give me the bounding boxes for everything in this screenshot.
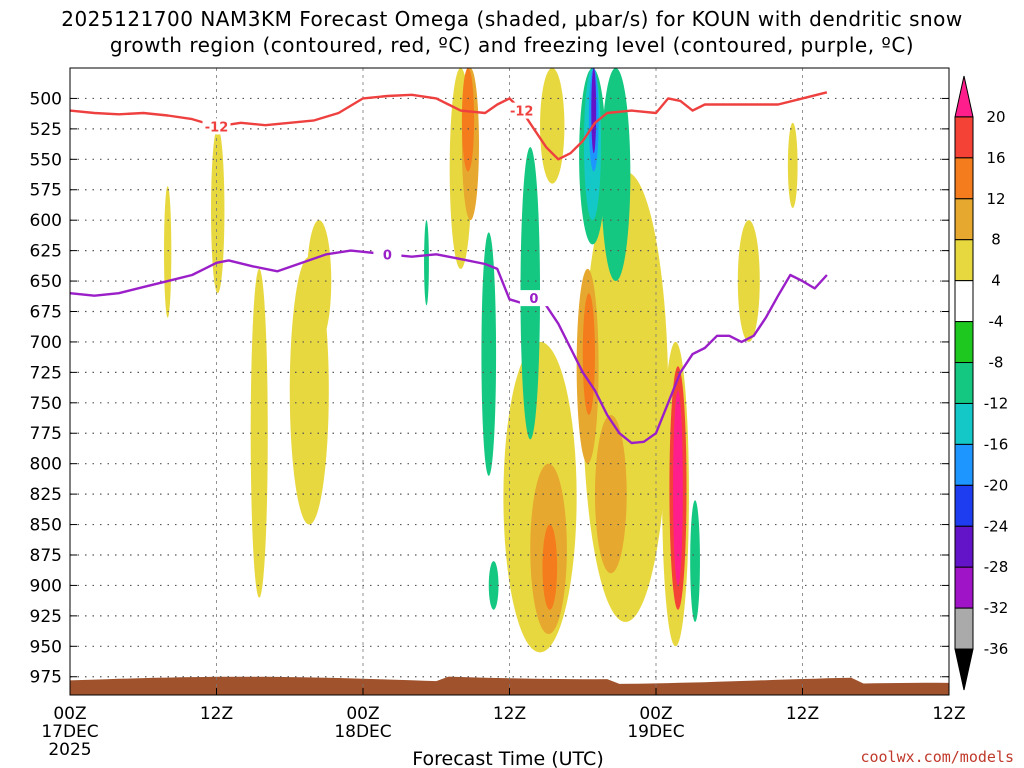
freezing-level-contour-label-bg bbox=[373, 246, 402, 263]
omega-region bbox=[601, 68, 631, 282]
y-tick-label: 500 bbox=[30, 89, 62, 109]
x-tick-label: 00Z bbox=[53, 704, 86, 724]
colorbar-label: -32 bbox=[984, 599, 1009, 617]
x-axis-title: Forecast Time (UTC) bbox=[412, 748, 603, 768]
colorbar-label: -36 bbox=[984, 640, 1009, 658]
y-tick-label: 800 bbox=[30, 455, 62, 475]
colorbar-label: -16 bbox=[984, 435, 1009, 453]
dgz-contour-label-bg bbox=[507, 102, 536, 119]
y-tick-label: 925 bbox=[30, 607, 62, 627]
colorbar-label: -8 bbox=[989, 354, 1004, 372]
x-tick-label: 12Z bbox=[200, 704, 233, 724]
colorbar-top-arrow bbox=[954, 75, 974, 118]
freezing-level-contour-label-bg bbox=[519, 290, 548, 307]
chart-title-line-2: growth region (contoured, red, ºC) and f… bbox=[110, 33, 914, 57]
colorbar-swatch bbox=[954, 484, 974, 527]
omega-region bbox=[211, 127, 225, 294]
contour-layer: -12 -12 0 0 bbox=[69, 91, 828, 445]
colorbar-swatch bbox=[954, 362, 974, 404]
y-tick-label: 825 bbox=[30, 485, 62, 505]
colorbar-swatch bbox=[954, 280, 974, 323]
y-tick-label: 900 bbox=[30, 576, 62, 596]
y-tick-label: 850 bbox=[30, 516, 62, 536]
omega-region bbox=[591, 68, 597, 154]
omega-region bbox=[164, 186, 172, 318]
omega-region bbox=[461, 68, 475, 172]
colorbar-swatch bbox=[954, 198, 974, 241]
freezing-level-contour-label: 0 bbox=[383, 248, 392, 263]
colorbar-swatch bbox=[954, 566, 974, 609]
colorbar-label: -24 bbox=[984, 517, 1009, 535]
colorbar-swatch bbox=[954, 402, 974, 445]
omega-region bbox=[787, 122, 798, 209]
x-tick-label: 12Z bbox=[786, 704, 819, 724]
y-tick-label: 525 bbox=[30, 120, 62, 140]
colorbar-swatch bbox=[954, 116, 974, 159]
y-tick-label: 625 bbox=[30, 242, 62, 262]
colorbar-label: 4 bbox=[991, 272, 1001, 290]
omega-region bbox=[690, 500, 700, 622]
y-tick-label: 875 bbox=[30, 546, 62, 566]
colorbar-swatch bbox=[954, 443, 974, 486]
omega-region bbox=[481, 232, 497, 476]
omega-region bbox=[673, 390, 683, 586]
colorbar-swatch bbox=[954, 525, 974, 568]
credit-text: coolwx.com/models bbox=[860, 748, 1014, 766]
colorbar: 20 16 12 8 4 -4 -8 -12 -16 -20 -24 -28 -32 -36 bbox=[954, 75, 1009, 691]
freezing-level-contour-label: 0 bbox=[529, 292, 538, 307]
y-tick-label: 550 bbox=[30, 150, 62, 170]
omega-region bbox=[488, 561, 499, 610]
x-tick-date: 19DEC bbox=[627, 722, 684, 742]
colorbar-bottom-arrow bbox=[954, 648, 974, 691]
colorbar-swatch bbox=[954, 239, 974, 282]
x-tick-year: 2025 bbox=[48, 740, 91, 760]
omega-region bbox=[424, 220, 429, 306]
colorbar-label: 8 bbox=[991, 231, 1001, 249]
y-tick-label: 700 bbox=[30, 333, 62, 353]
colorbar-swatch bbox=[954, 157, 974, 200]
colorbar-swatch bbox=[954, 607, 974, 650]
dgz-contour-label: -12 bbox=[205, 120, 229, 135]
colorbar-label: -4 bbox=[989, 313, 1004, 331]
omega-region bbox=[737, 220, 760, 342]
omega-region bbox=[250, 268, 268, 598]
x-tick-label: 12Z bbox=[493, 704, 526, 724]
colorbar-label: 16 bbox=[986, 149, 1005, 167]
y-tick-label: 600 bbox=[30, 211, 62, 231]
x-tick-label: 00Z bbox=[639, 704, 672, 724]
y-tick-label: 650 bbox=[30, 272, 62, 292]
colorbar-label: 12 bbox=[986, 190, 1005, 208]
y-tick-label: 725 bbox=[30, 363, 62, 383]
x-tick-date: 18DEC bbox=[334, 722, 391, 742]
y-tick-label: 775 bbox=[30, 424, 62, 444]
omega-region bbox=[540, 68, 565, 184]
omega-shading-layer bbox=[164, 67, 798, 653]
x-tick-date: 17DEC bbox=[41, 722, 98, 742]
colorbar-swatch bbox=[954, 321, 974, 364]
y-tick-label: 575 bbox=[30, 181, 62, 201]
colorbar-label: -20 bbox=[984, 476, 1009, 494]
y-tick-label: 750 bbox=[30, 394, 62, 414]
colorbar-label: 20 bbox=[986, 108, 1005, 126]
dgz-contour-label-bg bbox=[202, 118, 231, 135]
colorbar-label: -12 bbox=[984, 394, 1009, 412]
y-tick-label: 975 bbox=[30, 668, 62, 688]
y-tick-label: 950 bbox=[30, 637, 62, 657]
x-tick-label: 00Z bbox=[346, 704, 379, 724]
y-axis: 500 525 550 575 600 625 650 675 700 725 750 775 800 8… bbox=[30, 89, 949, 688]
x-tick-label: 12Z bbox=[932, 704, 965, 724]
chart-title-line-1: 2025121700 NAM3KM Forecast Omega (shaded… bbox=[61, 7, 963, 31]
colorbar-label: -28 bbox=[984, 558, 1009, 576]
y-tick-label: 675 bbox=[30, 302, 62, 322]
omega-region bbox=[542, 524, 558, 610]
dgz-contour-label: -12 bbox=[510, 105, 534, 120]
